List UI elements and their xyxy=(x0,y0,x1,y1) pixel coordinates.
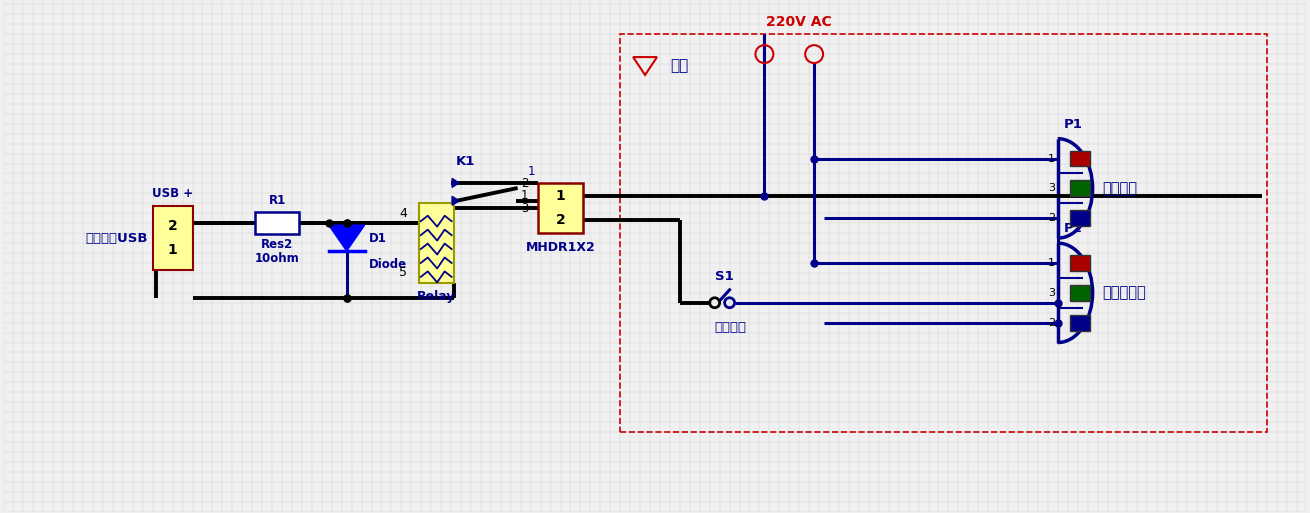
Bar xyxy=(1070,151,1090,167)
Bar xyxy=(1070,314,1090,330)
Text: 10ohm: 10ohm xyxy=(254,252,300,265)
Bar xyxy=(1070,285,1090,301)
Text: 2: 2 xyxy=(168,219,177,233)
Bar xyxy=(254,212,300,234)
Text: 220V AC: 220V AC xyxy=(766,15,832,29)
Text: 插排开关: 插排开关 xyxy=(715,321,747,333)
Text: K1: K1 xyxy=(456,155,476,168)
Text: 连到电脑USB: 连到电脑USB xyxy=(85,231,148,245)
Text: P1: P1 xyxy=(1064,117,1082,131)
Bar xyxy=(153,206,193,270)
Text: 2: 2 xyxy=(521,177,528,190)
Text: USB +: USB + xyxy=(152,187,193,200)
Polygon shape xyxy=(329,225,364,251)
Text: 5: 5 xyxy=(398,266,407,280)
Text: 2: 2 xyxy=(1048,318,1055,328)
Text: Relay: Relay xyxy=(417,290,456,303)
Bar xyxy=(1070,255,1090,271)
Text: 1: 1 xyxy=(555,189,566,203)
Bar xyxy=(1070,210,1090,226)
Text: MHDR1X2: MHDR1X2 xyxy=(525,241,595,254)
Text: 1: 1 xyxy=(1048,258,1055,268)
Text: 1: 1 xyxy=(528,165,536,179)
Bar xyxy=(620,34,1267,432)
Text: 1: 1 xyxy=(1048,153,1055,164)
Text: 显示器插座: 显示器插座 xyxy=(1103,285,1146,300)
Text: 音箱插座: 音箱插座 xyxy=(1103,181,1137,196)
Text: 4: 4 xyxy=(400,207,407,220)
Text: 2: 2 xyxy=(1048,213,1055,223)
Text: D1: D1 xyxy=(368,231,386,245)
Text: 1: 1 xyxy=(521,189,528,202)
Text: 插排: 插排 xyxy=(669,58,688,73)
Text: Res2: Res2 xyxy=(261,238,293,251)
Bar xyxy=(1070,181,1090,196)
Text: 1: 1 xyxy=(168,243,177,257)
Text: S1: S1 xyxy=(715,270,734,283)
Text: 3: 3 xyxy=(1048,288,1055,298)
Text: R1: R1 xyxy=(269,194,286,207)
Text: 2: 2 xyxy=(555,213,566,227)
Bar xyxy=(419,203,453,283)
Polygon shape xyxy=(452,179,458,187)
Text: Diode: Diode xyxy=(368,258,406,271)
Bar xyxy=(538,184,583,233)
Text: 3: 3 xyxy=(521,202,528,215)
Text: 3: 3 xyxy=(1048,183,1055,193)
Polygon shape xyxy=(452,196,458,205)
Text: P2: P2 xyxy=(1064,222,1082,235)
